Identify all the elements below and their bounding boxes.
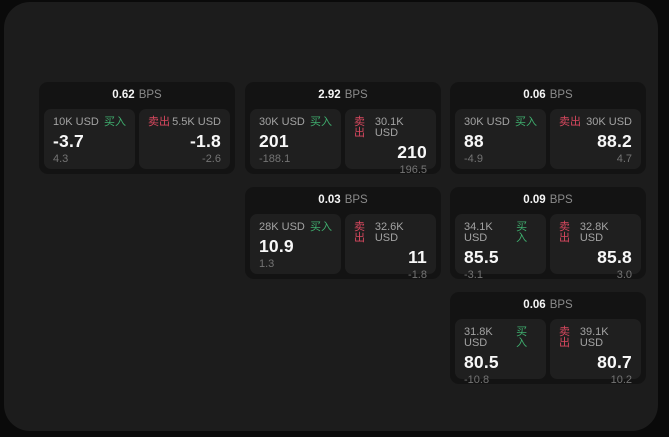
buy-amount-label: 30K USD <box>464 116 510 128</box>
spread-header: 0.09 BPS <box>450 187 646 214</box>
buy-price: 10.9 <box>259 236 294 256</box>
buy-tile[interactable]: 28K USD 买入 10.9 1.3 <box>250 214 341 274</box>
sell-change: 10.2 <box>610 374 632 387</box>
spread-header: 2.92 BPS <box>245 82 441 109</box>
spread-value: 0.06 <box>523 298 546 311</box>
sell-change: -2.6 <box>202 153 221 166</box>
spread-unit: BPS <box>344 193 368 206</box>
quote-card[interactable]: 2.92 BPS 30K USD 买入 201 -188.1 卖出 30.1K … <box>245 82 441 176</box>
spread-header: 0.03 BPS <box>245 187 441 214</box>
quote-card[interactable]: 0.03 BPS 28K USD 买入 10.9 1.3 卖出 32.6K US… <box>245 187 441 281</box>
spread-unit: BPS <box>549 193 573 206</box>
sell-amount-label: 39.1K USD <box>579 326 609 349</box>
buy-side-tag: 买入 <box>516 221 528 244</box>
sell-side-tag: 卖出 <box>354 221 365 244</box>
buy-side-tag: 买入 <box>310 116 332 128</box>
sell-tile[interactable]: 卖出 30K USD 88.2 4.7 <box>550 109 641 169</box>
sell-tile[interactable]: 卖出 30.1K USD 210 196.5 <box>345 109 436 176</box>
sell-side-tag: 卖出 <box>559 326 570 349</box>
buy-price: 85.5 <box>464 247 499 267</box>
quotes-panel: 0.62 BPS 10K USD 买入 -3.7 4.3 卖出 5.5K USD <box>4 2 658 431</box>
spread-unit: BPS <box>138 88 162 101</box>
buy-change: -188.1 <box>259 153 291 166</box>
spread-value: 0.03 <box>318 193 341 206</box>
spread-unit: BPS <box>549 88 573 101</box>
sell-side-tag: 卖出 <box>559 116 581 128</box>
buy-side-tag: 买入 <box>310 221 332 233</box>
sell-amount-label: 5.5K USD <box>172 116 221 128</box>
sell-change: -1.8 <box>408 269 427 282</box>
spread-value: 0.62 <box>112 88 135 101</box>
buy-change: 4.3 <box>53 153 69 166</box>
sell-tile[interactable]: 卖出 39.1K USD 80.7 10.2 <box>550 319 641 386</box>
sell-amount-label: 30K USD <box>586 116 632 128</box>
spread-value: 0.09 <box>523 193 546 206</box>
buy-tile[interactable]: 31.8K USD 买入 80.5 -10.8 <box>455 319 546 386</box>
sell-price: 11 <box>408 247 427 267</box>
buy-side-tag: 买入 <box>516 326 528 349</box>
sell-change: 4.7 <box>616 153 632 166</box>
spread-value: 0.06 <box>523 88 546 101</box>
buy-tile[interactable]: 30K USD 买入 88 -4.9 <box>455 109 546 169</box>
sell-price: 210 <box>397 142 427 162</box>
spread-header: 0.06 BPS <box>450 82 646 109</box>
buy-side-tag: 买入 <box>104 116 126 128</box>
buy-amount-label: 10K USD <box>53 116 99 128</box>
buy-amount-label: 30K USD <box>259 116 305 128</box>
sell-side-tag: 卖出 <box>148 116 170 128</box>
buy-amount-label: 34.1K USD <box>464 221 493 244</box>
sell-price: 88.2 <box>597 131 632 151</box>
sell-price: -1.8 <box>190 131 221 151</box>
quote-card[interactable]: 0.06 BPS 30K USD 买入 88 -4.9 卖出 30K USD <box>450 82 646 174</box>
sell-side-tag: 卖出 <box>354 116 365 139</box>
sell-tile[interactable]: 卖出 5.5K USD -1.8 -2.6 <box>139 109 230 169</box>
sell-amount-label: 32.6K USD <box>374 221 404 244</box>
buy-tile[interactable]: 30K USD 买入 201 -188.1 <box>250 109 341 169</box>
buy-change: 1.3 <box>259 258 275 271</box>
buy-tile[interactable]: 10K USD 买入 -3.7 4.3 <box>44 109 135 169</box>
buy-price: -3.7 <box>53 131 84 151</box>
sell-side-tag: 卖出 <box>559 221 570 244</box>
sell-change: 3.0 <box>616 269 632 282</box>
buy-change: -10.8 <box>464 374 490 387</box>
buy-amount-label: 28K USD <box>259 221 305 233</box>
spread-header: 0.62 BPS <box>39 82 235 109</box>
buy-price: 80.5 <box>464 352 499 372</box>
sell-amount-label: 32.8K USD <box>579 221 609 244</box>
buy-amount-label: 31.8K USD <box>464 326 493 349</box>
buy-tile[interactable]: 34.1K USD 买入 85.5 -3.1 <box>455 214 546 281</box>
spread-header: 0.06 BPS <box>450 292 646 319</box>
sell-price: 85.8 <box>597 247 632 267</box>
quote-card[interactable]: 0.09 BPS 34.1K USD 买入 85.5 -3.1 卖出 32.8K… <box>450 187 646 281</box>
buy-side-tag: 买入 <box>515 116 537 128</box>
buy-price: 88 <box>464 131 484 151</box>
buy-change: -3.1 <box>464 269 483 282</box>
sell-price: 80.7 <box>597 352 632 372</box>
quote-card[interactable]: 0.62 BPS 10K USD 买入 -3.7 4.3 卖出 5.5K USD <box>39 82 235 174</box>
sell-amount-label: 30.1K USD <box>374 116 404 139</box>
spread-unit: BPS <box>344 88 368 101</box>
quote-card[interactable]: 0.06 BPS 31.8K USD 买入 80.5 -10.8 卖出 39.1… <box>450 292 646 386</box>
buy-change: -4.9 <box>464 153 483 166</box>
sell-tile[interactable]: 卖出 32.6K USD 11 -1.8 <box>345 214 436 281</box>
spread-value: 2.92 <box>318 88 341 101</box>
buy-price: 201 <box>259 131 289 151</box>
sell-change: 196.5 <box>399 164 427 177</box>
sell-tile[interactable]: 卖出 32.8K USD 85.8 3.0 <box>550 214 641 281</box>
spread-unit: BPS <box>549 298 573 311</box>
